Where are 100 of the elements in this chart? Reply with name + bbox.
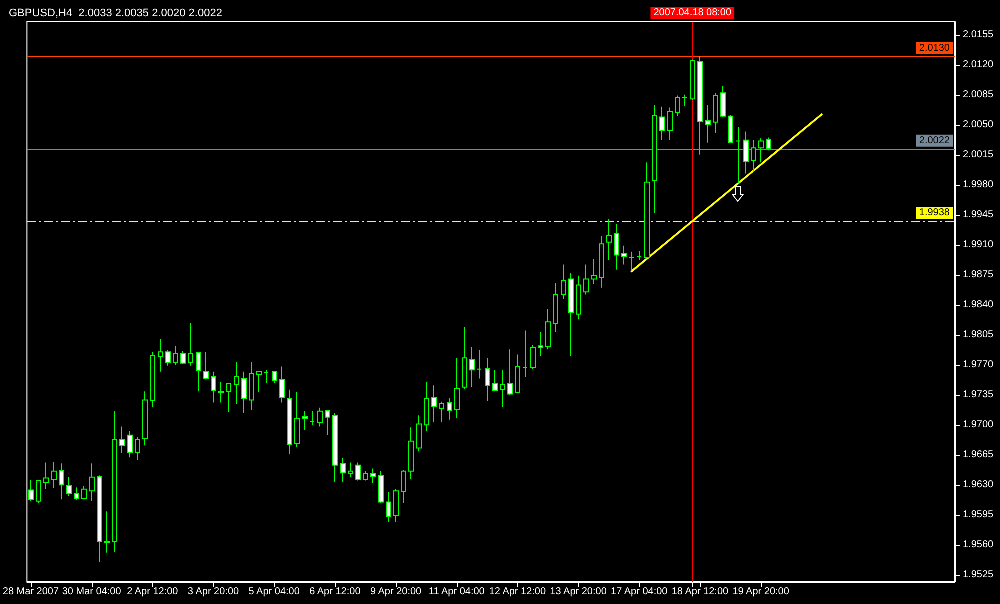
candlestick: [659, 106, 665, 141]
candlestick: [545, 308, 551, 350]
candlestick: [173, 346, 178, 366]
y-tick-label: 1.9945: [963, 209, 994, 220]
candlestick: [690, 59, 695, 101]
y-tick-label: 1.9770: [963, 360, 994, 371]
candlestick: [667, 107, 673, 141]
candlestick: [614, 224, 619, 270]
x-tick-label: 13 Apr 20:00: [550, 586, 608, 598]
candlestick: [408, 427, 414, 480]
y-tick-label: 1.9805: [963, 330, 994, 341]
x-tick-label: 30 Mar 04:00: [62, 586, 122, 598]
candlestick: [492, 370, 498, 392]
candlestick: [158, 338, 163, 372]
candlestick: [119, 426, 125, 454]
candlestick: [705, 104, 711, 144]
candlestick: [576, 275, 581, 320]
x-tick-label: 18 Apr 12:00: [672, 586, 730, 598]
x-tick-label: 3 Apr 20:00: [188, 586, 240, 598]
candlestick: [218, 382, 224, 404]
candlestick: [621, 245, 627, 266]
y-tick-label: 2.0015: [963, 149, 994, 160]
candlestick: [150, 352, 155, 408]
candlestick: [652, 104, 657, 214]
candlestick: [477, 350, 482, 380]
candlestick: [180, 350, 186, 365]
candlestick: [469, 346, 475, 388]
y-tick-label: 1.9665: [963, 450, 994, 461]
y-tick-label: 1.9525: [963, 570, 994, 581]
y-tick-label: 2.0155: [963, 29, 994, 40]
candlestick: [720, 86, 726, 118]
candlestick: [272, 371, 277, 384]
candlestick: [104, 511, 110, 554]
candlestick: [682, 94, 688, 107]
y-tick-label: 2.0050: [963, 119, 994, 130]
candlestick: [758, 138, 764, 164]
candlestick: [249, 362, 254, 411]
candlestick: [454, 358, 460, 419]
y-tick-label: 1.9630: [963, 480, 994, 491]
candlestick: [188, 322, 193, 366]
candlestick: [196, 352, 201, 392]
candlestick: [568, 272, 574, 357]
candlestick: [500, 370, 505, 408]
y-tick-label: 1.9700: [963, 420, 994, 431]
candlestick: [294, 392, 300, 448]
y-tick-label: 2.0120: [963, 59, 994, 70]
candlestick: [393, 488, 399, 522]
ref-line-label: 1.9938: [919, 207, 950, 218]
candlestick: [766, 137, 771, 152]
candlestick: [644, 162, 650, 260]
candlestick: [439, 401, 444, 423]
candlestick: [553, 283, 558, 333]
candlestick: [386, 491, 391, 522]
candlestick: [264, 370, 269, 384]
x-tick-label: 28 Mar 2007: [2, 586, 60, 598]
candlestick: [142, 391, 148, 446]
candlestick: [523, 330, 528, 378]
candlestick: [226, 383, 231, 413]
candlestick: [424, 382, 429, 432]
x-tick-label: 9 Apr 20:00: [370, 586, 422, 598]
candlestick: [485, 358, 490, 402]
candlestick: [127, 430, 133, 458]
y-tick-label: 2.0085: [963, 89, 994, 100]
y-tick-label: 1.9840: [963, 300, 994, 310]
candlestick: [401, 470, 406, 504]
candlestick: [675, 95, 680, 117]
y-tick-label: 1.9595: [963, 510, 994, 521]
candlestick: [355, 462, 361, 482]
candlestick: [447, 398, 452, 420]
candlestick: [713, 92, 718, 134]
candlestick: [515, 354, 520, 394]
candlestick: [89, 463, 95, 502]
y-tick-label: 1.9735: [963, 390, 994, 401]
candlestick: [256, 371, 262, 393]
candlestick: [302, 410, 308, 431]
candlestick: [112, 410, 117, 552]
x-tick-label: 17 Apr 04:00: [611, 586, 668, 598]
candlestick: [332, 412, 338, 484]
x-tick-label: 2 Apr 12:00: [127, 586, 179, 598]
candlestick: [317, 407, 323, 428]
candlestick: [507, 349, 513, 396]
candlestick: [462, 326, 467, 390]
candlestick: [637, 250, 642, 261]
candlestick: [538, 332, 543, 357]
candlestick: [370, 468, 376, 484]
candlestick: [697, 56, 703, 156]
candlestick: [234, 362, 239, 405]
candlestick: [591, 259, 597, 285]
candlestick: [74, 487, 79, 502]
ref-line-label: 2.0022: [919, 135, 950, 146]
candlestick: [606, 218, 612, 261]
candlestick: [135, 436, 140, 461]
y-tick-label: 1.9875: [963, 269, 994, 280]
y-tick-label: 1.9560: [963, 540, 994, 551]
candlestick: [583, 264, 589, 296]
x-tick-label: 6 Apr 12:00: [310, 586, 362, 598]
candlestick: [66, 476, 72, 497]
candlestick: [736, 126, 741, 184]
candlestick: [325, 410, 330, 436]
candlestick: [599, 236, 604, 288]
